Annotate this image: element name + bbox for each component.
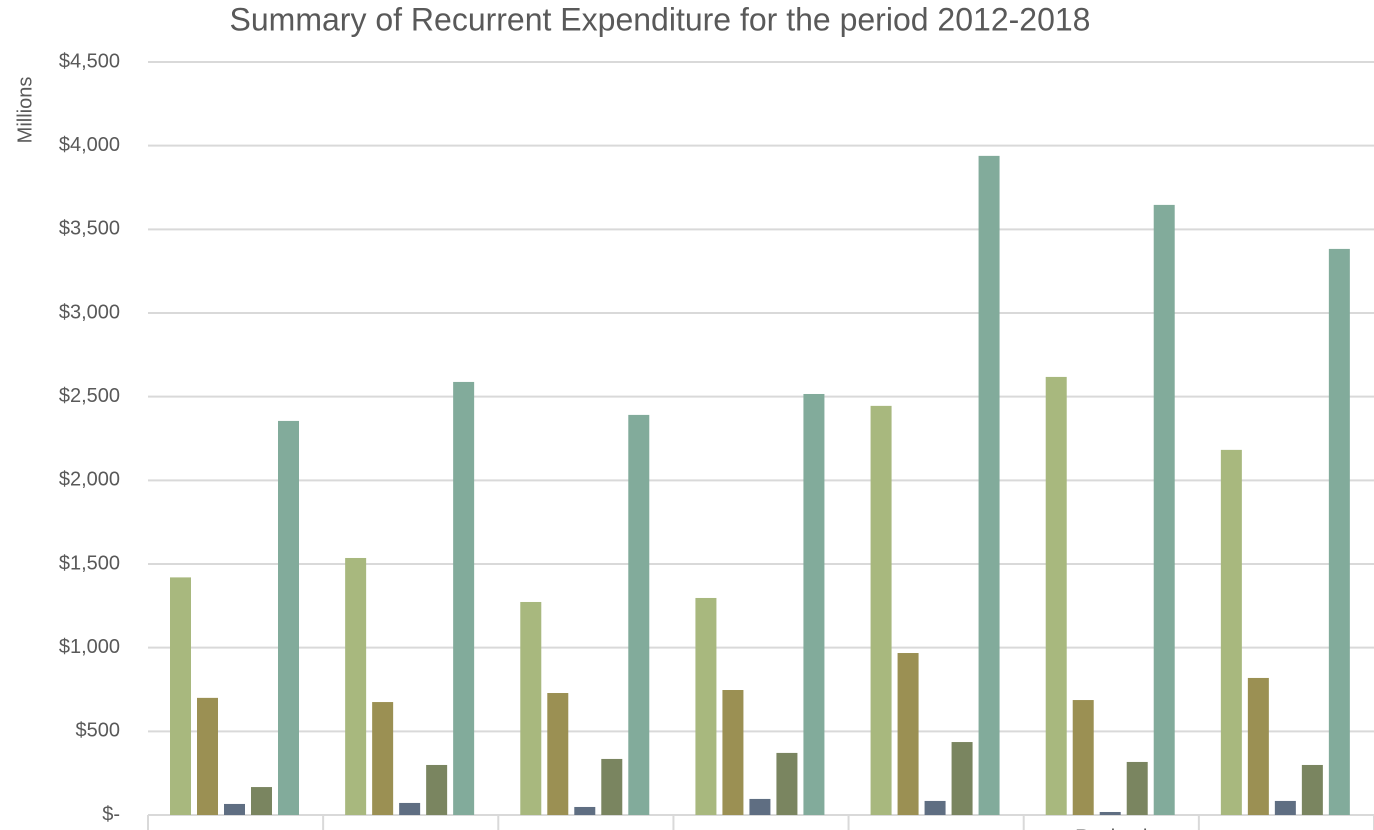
bar — [978, 155, 1000, 815]
bar — [278, 420, 299, 815]
bar — [722, 690, 744, 815]
bar — [924, 800, 946, 815]
bar — [574, 806, 596, 815]
bar — [1099, 811, 1121, 815]
bar — [345, 557, 367, 815]
y-tick-label: $2,500 — [59, 385, 120, 407]
bar — [547, 693, 569, 815]
bar — [197, 697, 218, 815]
bar — [1045, 376, 1067, 815]
bar — [372, 702, 394, 815]
bar — [749, 798, 771, 815]
bar — [1328, 248, 1350, 816]
bar — [897, 653, 919, 815]
bar — [251, 787, 272, 815]
bar — [951, 742, 973, 815]
bar — [426, 764, 448, 815]
bar — [1072, 700, 1094, 815]
x-tick-label: Revised — [1075, 826, 1147, 830]
bar — [520, 601, 542, 815]
y-tick-label: $4,000 — [59, 134, 120, 156]
bar — [224, 803, 245, 815]
bar — [628, 414, 650, 815]
bar — [1247, 677, 1269, 815]
bar — [601, 758, 623, 815]
y-tick-label: $1,500 — [59, 552, 120, 574]
bar — [1301, 764, 1323, 815]
bar — [1126, 761, 1148, 815]
bar — [170, 577, 191, 815]
bar — [803, 393, 825, 815]
y-tick-label: $500 — [76, 720, 121, 742]
y-tick-label: $1,000 — [59, 636, 120, 658]
y-tick-label: $3,500 — [59, 218, 120, 240]
y-tick-label: $- — [102, 803, 120, 825]
bar — [870, 405, 892, 815]
y-axis-label: Millions — [14, 77, 36, 144]
bar — [695, 597, 717, 815]
bar — [1220, 449, 1242, 815]
bar — [1153, 204, 1175, 816]
bar — [453, 381, 475, 815]
bar — [399, 802, 421, 815]
bar — [1274, 800, 1296, 815]
y-tick-label: $4,500 — [59, 50, 120, 72]
y-tick-label: $2,000 — [59, 469, 120, 491]
bar — [776, 752, 798, 815]
chart-title: Summary of Recurrent Expenditure for the… — [230, 1, 1091, 37]
y-tick-label: $3,000 — [59, 301, 120, 323]
